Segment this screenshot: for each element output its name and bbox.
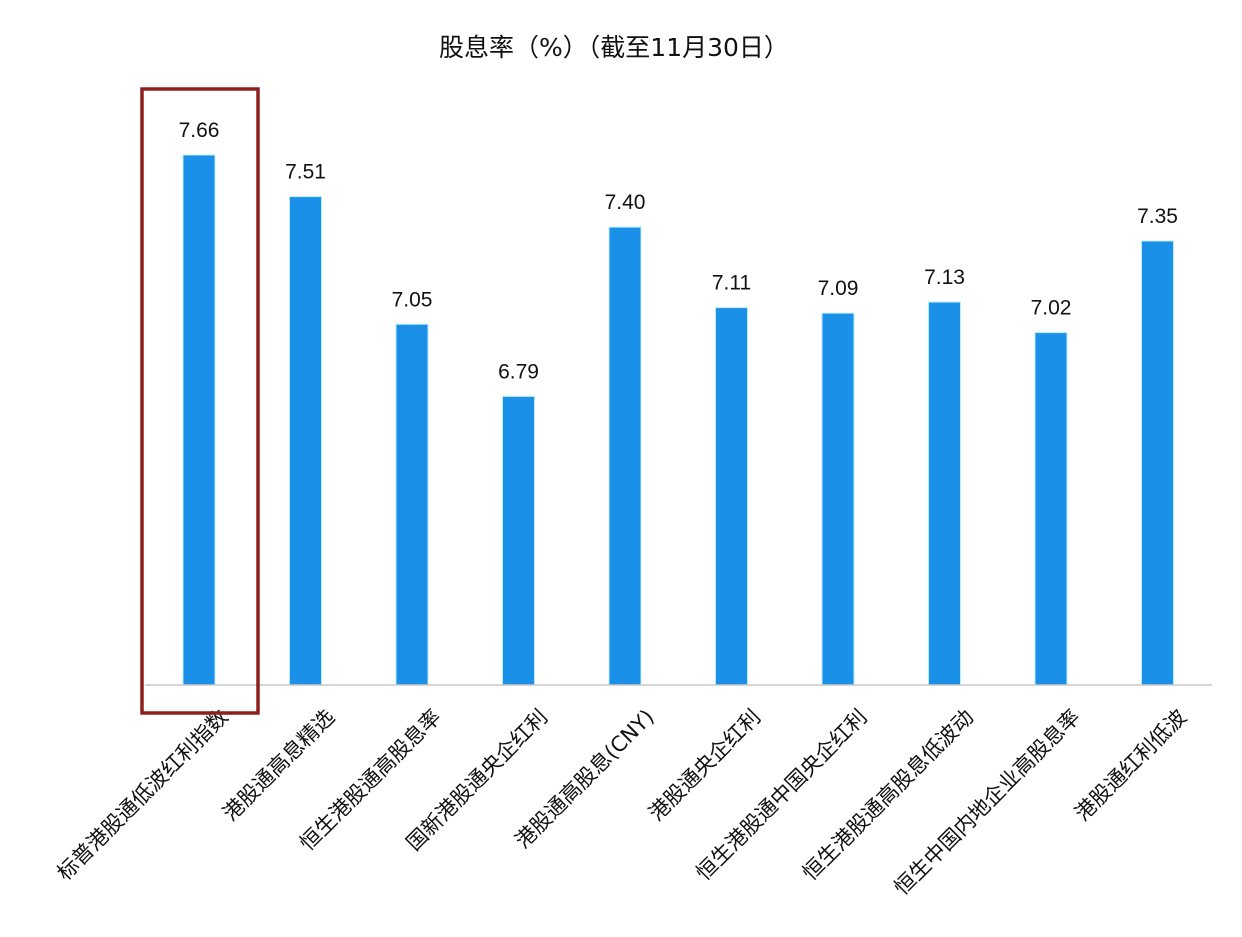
data-label-7: 7.09: [818, 277, 859, 300]
category-label-10: 港股通红利低波: [1070, 705, 1191, 826]
data-label-6: 7.11: [712, 272, 751, 295]
category-label-2: 港股通高息精选: [218, 705, 339, 826]
bar-10: [1141, 240, 1174, 686]
bar-4: [502, 395, 535, 686]
bar-3: [395, 323, 429, 686]
data-label-5: 7.40: [605, 191, 646, 214]
category-label-8: 恒生港股通高股息低波动: [798, 705, 978, 885]
bar-7: [821, 312, 855, 686]
bar-5: [608, 226, 642, 686]
category-label-6: 港股通央企红利: [644, 705, 765, 826]
bar-9: [1034, 332, 1068, 686]
data-label-3: 7.05: [392, 288, 433, 311]
category-label-7: 恒生港股通中国央企红利: [691, 705, 871, 885]
bar-1: [182, 154, 216, 686]
bars-layer: [182, 154, 1174, 686]
category-label-9: 恒生中国内地企业高股息率: [890, 705, 1085, 900]
bar-2: [289, 196, 322, 686]
data-label-2: 7.51: [285, 161, 326, 184]
bar-8: [928, 301, 961, 686]
highlight-box: [140, 87, 260, 715]
data-label-10: 7.35: [1137, 205, 1178, 228]
chart-title: 股息率（%）（截至11月30日）: [439, 33, 789, 62]
data-label-4: 6.79: [498, 360, 539, 383]
bar-6: [715, 307, 748, 686]
category-label-1: 标普港股通低波红利指数: [52, 705, 232, 885]
data-label-8: 7.13: [924, 266, 965, 289]
data-label-1: 7.66: [179, 119, 220, 142]
data-label-9: 7.02: [1031, 297, 1072, 320]
